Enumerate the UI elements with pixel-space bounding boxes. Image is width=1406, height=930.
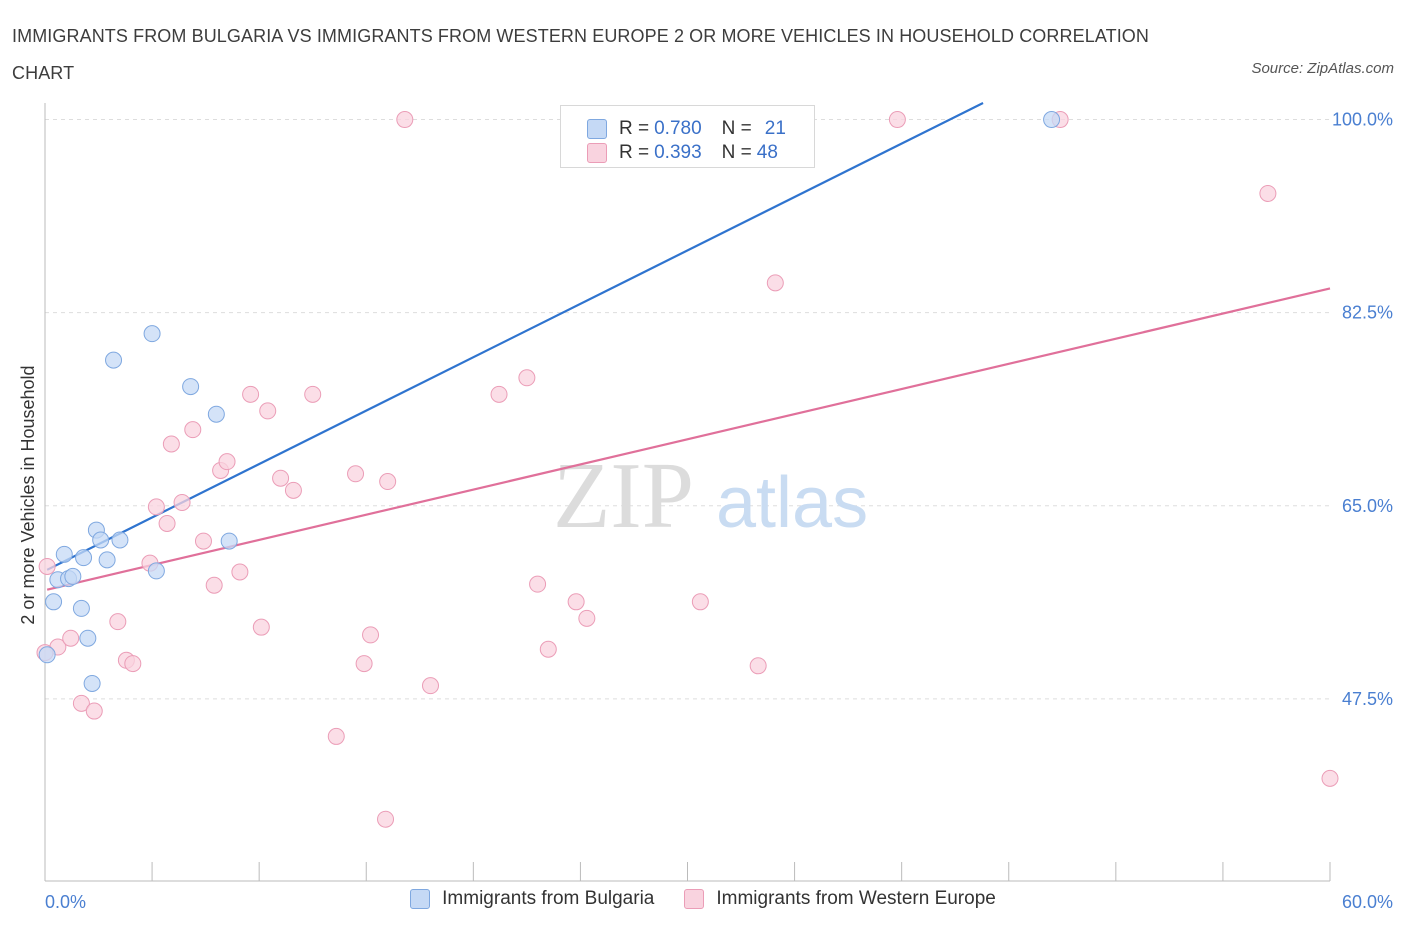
point-western-europe xyxy=(567,593,585,611)
point-western-europe xyxy=(355,655,373,673)
y-tick-label: 47.5% xyxy=(1342,689,1393,709)
point-western-europe xyxy=(109,613,127,631)
point-bulgaria xyxy=(111,531,129,549)
y-tick-label: 100.0% xyxy=(1332,110,1393,130)
point-bulgaria xyxy=(83,674,101,692)
point-western-europe xyxy=(147,498,165,516)
point-western-europe xyxy=(162,435,180,453)
point-bulgaria xyxy=(79,629,97,647)
point-western-europe xyxy=(888,111,906,129)
point-western-europe xyxy=(691,593,709,611)
n-value: 48 xyxy=(756,142,778,163)
point-bulgaria xyxy=(182,378,200,396)
n-value: 21 xyxy=(764,118,786,139)
point-western-europe xyxy=(578,609,596,627)
y-tick-label: 82.5% xyxy=(1342,303,1393,323)
point-bulgaria xyxy=(38,646,56,664)
point-bulgaria xyxy=(92,531,110,549)
r-label: R = xyxy=(619,142,650,163)
tick-labels: 100.0% 82.5% 65.0% 47.5% 0.0% 60.0% xyxy=(45,110,1393,912)
legend-label-western-europe: Immigrants from Western Europe xyxy=(716,888,996,909)
watermark: ZIP atlas xyxy=(553,444,868,548)
r-value: 0.393 xyxy=(654,142,702,163)
axes xyxy=(44,103,1331,882)
source-credit: Source: ZipAtlas.com xyxy=(1251,60,1394,77)
legend-swatch-western-europe xyxy=(684,889,705,909)
point-bulgaria xyxy=(207,405,225,423)
x-tick-label: 0.0% xyxy=(45,892,86,912)
point-western-europe xyxy=(1259,184,1277,202)
legend-item-bulgaria[interactable]: Immigrants from Bulgaria xyxy=(410,888,654,910)
point-western-europe xyxy=(218,453,236,471)
point-western-europe xyxy=(377,810,395,828)
point-western-europe xyxy=(539,640,557,658)
y-axis-label: 2 or more Vehicles in Household xyxy=(18,365,38,624)
point-western-europe xyxy=(173,493,191,511)
point-western-europe xyxy=(379,473,397,491)
point-western-europe xyxy=(518,369,536,387)
x-tick-label: 60.0% xyxy=(1342,892,1393,912)
stats-swatch-bulgaria xyxy=(587,119,607,139)
r-label: R = xyxy=(619,118,650,139)
point-western-europe xyxy=(205,576,223,594)
point-western-europe xyxy=(347,465,365,483)
legend-item-western-europe[interactable]: Immigrants from Western Europe xyxy=(684,888,996,910)
data-points xyxy=(36,111,1339,828)
point-western-europe xyxy=(62,629,80,647)
point-western-europe xyxy=(38,557,56,575)
point-western-europe xyxy=(72,694,90,712)
point-western-europe xyxy=(194,532,212,550)
y-tick-label: 65.0% xyxy=(1342,496,1393,516)
point-western-europe xyxy=(259,402,277,420)
gridlines xyxy=(45,119,1330,700)
point-bulgaria xyxy=(75,549,93,567)
n-label: N = xyxy=(721,118,752,139)
point-western-europe xyxy=(422,677,439,695)
point-bulgaria xyxy=(105,351,123,369)
point-bulgaria xyxy=(220,532,238,550)
point-western-europe xyxy=(490,385,508,403)
watermark-atlas: atlas xyxy=(716,463,868,543)
chart-title: IMMIGRANTS FROM BULGARIA VS IMMIGRANTS F… xyxy=(12,26,1149,83)
legend-swatch-bulgaria xyxy=(410,889,431,909)
watermark-zip: ZIP xyxy=(553,444,694,548)
point-western-europe xyxy=(362,626,380,644)
point-bulgaria xyxy=(1043,111,1061,129)
point-western-europe xyxy=(529,575,547,593)
point-bulgaria xyxy=(143,325,161,343)
point-western-europe xyxy=(272,469,290,487)
point-western-europe xyxy=(304,385,322,403)
n-label: N = xyxy=(721,142,752,163)
point-bulgaria xyxy=(45,593,63,611)
point-western-europe xyxy=(327,727,345,745)
point-western-europe xyxy=(85,702,103,720)
stats-legend: R = 0.780 N = 21 R = 0.393 N = 48 xyxy=(560,105,815,168)
trend-line-western-europe xyxy=(46,287,1331,591)
stats-swatch-western-europe xyxy=(587,143,607,163)
point-western-europe xyxy=(1321,769,1339,787)
legend-label-bulgaria: Immigrants from Bulgaria xyxy=(442,888,655,909)
point-western-europe xyxy=(184,421,202,439)
trend-line-bulgaria xyxy=(46,102,984,571)
point-western-europe xyxy=(396,111,414,129)
stats-row-bulgaria: R = 0.780 N = 21 xyxy=(587,116,786,142)
point-western-europe xyxy=(242,385,260,403)
point-western-europe xyxy=(284,481,302,499)
point-western-europe xyxy=(252,618,270,636)
stats-row-western-europe: R = 0.393 N = 48 xyxy=(587,140,778,166)
point-bulgaria xyxy=(64,567,82,585)
point-western-europe xyxy=(231,563,249,581)
r-value: 0.780 xyxy=(654,118,702,139)
point-bulgaria xyxy=(72,599,90,617)
point-bulgaria xyxy=(98,551,116,569)
point-western-europe xyxy=(124,655,142,673)
point-western-europe xyxy=(766,274,784,292)
point-western-europe xyxy=(749,657,767,675)
point-bulgaria xyxy=(147,562,165,580)
chart-legend: Immigrants from Bulgaria Immigrants from… xyxy=(0,888,1406,910)
point-western-europe xyxy=(158,514,176,532)
point-bulgaria xyxy=(55,545,73,563)
trend-lines xyxy=(46,102,1331,591)
